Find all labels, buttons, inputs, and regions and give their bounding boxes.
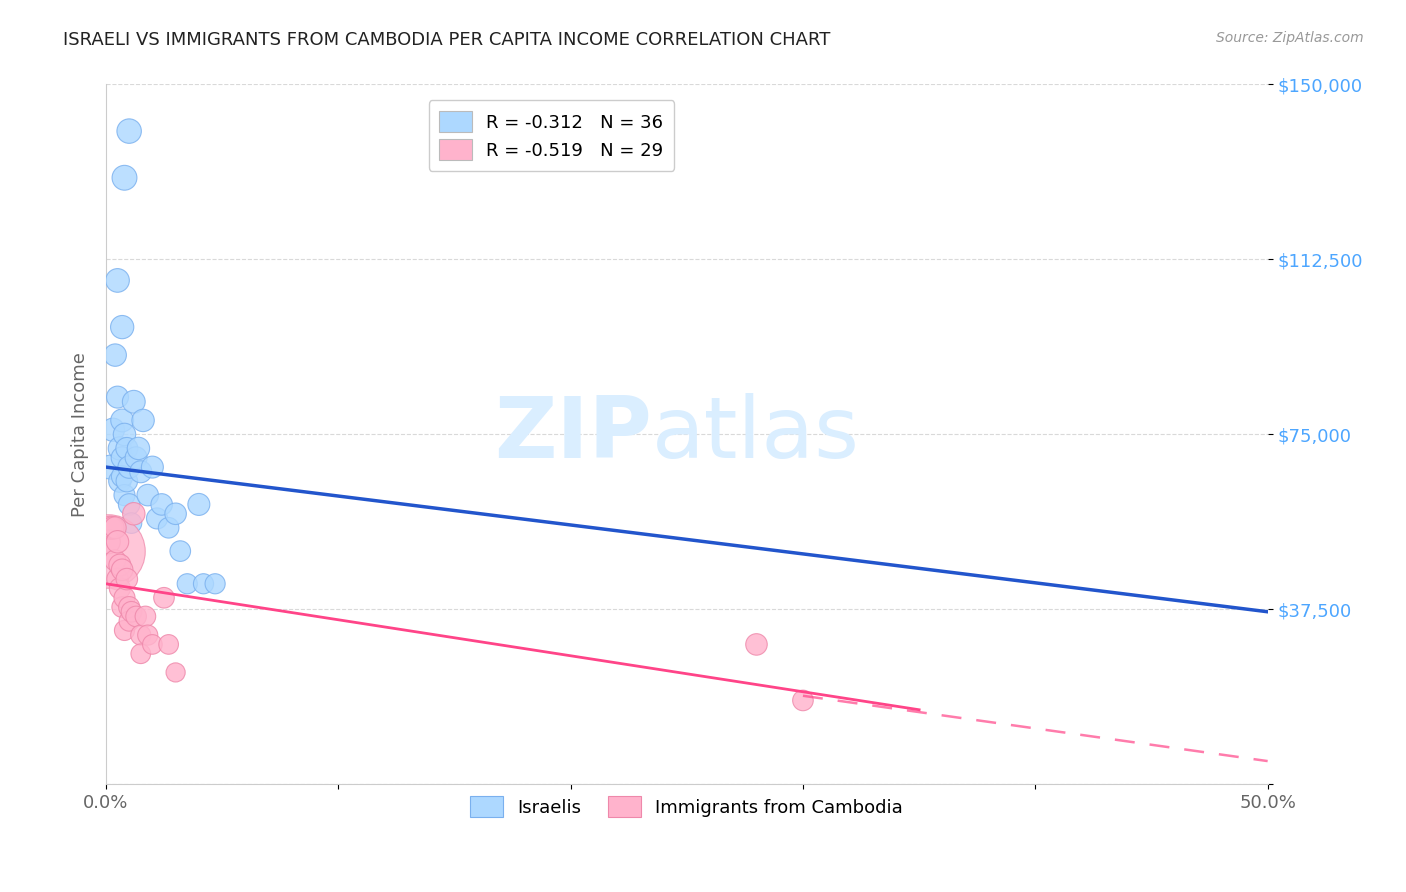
- Point: [129, 647, 152, 661]
- Point: [111, 413, 134, 427]
- Point: [97, 544, 120, 558]
- Point: [141, 460, 163, 475]
- Point: [136, 628, 159, 642]
- Point: [101, 423, 124, 437]
- Point: [114, 170, 136, 185]
- Point: [141, 637, 163, 651]
- Y-axis label: Per Capita Income: Per Capita Income: [72, 352, 89, 516]
- Point: [101, 521, 124, 535]
- Point: [121, 605, 143, 619]
- Point: [104, 348, 127, 362]
- Point: [97, 534, 120, 549]
- Point: [121, 516, 143, 530]
- Point: [132, 413, 155, 427]
- Point: [146, 511, 169, 525]
- Point: [111, 600, 134, 615]
- Point: [107, 273, 129, 287]
- Point: [115, 572, 138, 586]
- Point: [165, 665, 187, 680]
- Point: [125, 450, 148, 465]
- Point: [150, 498, 173, 512]
- Point: [204, 576, 226, 591]
- Point: [169, 544, 191, 558]
- Point: [111, 320, 134, 334]
- Point: [108, 442, 131, 456]
- Point: [114, 488, 136, 502]
- Point: [193, 576, 215, 591]
- Legend: Israelis, Immigrants from Cambodia: Israelis, Immigrants from Cambodia: [463, 789, 910, 824]
- Point: [118, 124, 141, 138]
- Point: [118, 600, 141, 615]
- Point: [118, 460, 141, 475]
- Point: [108, 474, 131, 488]
- Point: [115, 474, 138, 488]
- Point: [157, 637, 180, 651]
- Point: [108, 582, 131, 596]
- Point: [122, 507, 145, 521]
- Point: [100, 460, 122, 475]
- Point: [107, 390, 129, 404]
- Point: [111, 563, 134, 577]
- Point: [108, 558, 131, 573]
- Point: [104, 553, 127, 567]
- Point: [745, 637, 768, 651]
- Point: [176, 576, 198, 591]
- Point: [165, 507, 187, 521]
- Point: [115, 442, 138, 456]
- Point: [100, 521, 122, 535]
- Point: [114, 427, 136, 442]
- Point: [792, 693, 814, 707]
- Text: ZIP: ZIP: [494, 393, 652, 476]
- Point: [127, 442, 149, 456]
- Point: [114, 624, 136, 638]
- Point: [107, 572, 129, 586]
- Point: [129, 465, 152, 479]
- Point: [134, 609, 156, 624]
- Point: [125, 609, 148, 624]
- Point: [136, 488, 159, 502]
- Point: [107, 534, 129, 549]
- Point: [118, 498, 141, 512]
- Text: ISRAELI VS IMMIGRANTS FROM CAMBODIA PER CAPITA INCOME CORRELATION CHART: ISRAELI VS IMMIGRANTS FROM CAMBODIA PER …: [63, 31, 831, 49]
- Text: Source: ZipAtlas.com: Source: ZipAtlas.com: [1216, 31, 1364, 45]
- Point: [104, 521, 127, 535]
- Point: [111, 450, 134, 465]
- Point: [111, 469, 134, 483]
- Point: [129, 628, 152, 642]
- Point: [187, 498, 209, 512]
- Point: [157, 521, 180, 535]
- Point: [114, 591, 136, 605]
- Point: [153, 591, 176, 605]
- Text: atlas: atlas: [652, 393, 860, 476]
- Point: [122, 394, 145, 409]
- Point: [118, 614, 141, 628]
